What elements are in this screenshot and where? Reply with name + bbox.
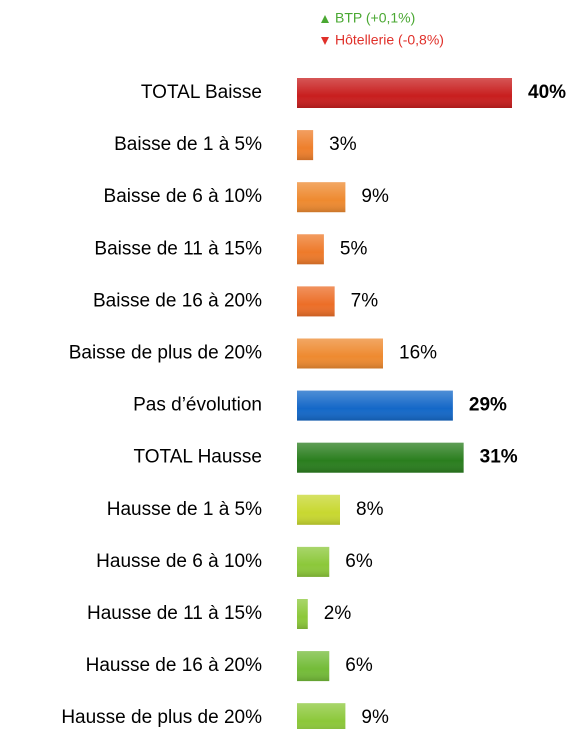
value-label: 16% bbox=[399, 343, 437, 364]
value-label: 2% bbox=[324, 603, 352, 624]
value-label: 6% bbox=[345, 655, 373, 676]
annotation-arrow bbox=[321, 15, 329, 23]
bar-sheen bbox=[297, 390, 453, 421]
category-label: TOTAL Baisse bbox=[141, 82, 262, 103]
category-label: Hausse de 11 à 15% bbox=[87, 603, 262, 624]
bar-sheen bbox=[297, 286, 335, 317]
value-label: 5% bbox=[340, 238, 368, 259]
bar-sheen bbox=[297, 546, 330, 577]
bar-sheen bbox=[297, 234, 324, 265]
value-label: 3% bbox=[329, 134, 357, 155]
category-label: Hausse de plus de 20% bbox=[61, 707, 262, 728]
value-label: 29% bbox=[469, 395, 507, 416]
value-label: 40% bbox=[528, 82, 566, 103]
bar-sheen bbox=[297, 651, 330, 682]
category-label: Hausse de 1 à 5% bbox=[107, 499, 262, 520]
value-label: 9% bbox=[361, 707, 389, 728]
bar-sheen bbox=[297, 599, 308, 629]
bar-sheen bbox=[297, 182, 346, 213]
value-label: 8% bbox=[356, 499, 384, 520]
bar-sheen bbox=[297, 338, 383, 369]
value-label: 7% bbox=[351, 290, 379, 311]
category-label: Baisse de 11 à 15% bbox=[94, 238, 262, 259]
value-label: 6% bbox=[345, 551, 373, 572]
category-label: Baisse de 6 à 10% bbox=[104, 186, 263, 207]
category-label: Baisse de 1 à 5% bbox=[114, 134, 262, 155]
value-label: 9% bbox=[361, 186, 389, 207]
value-label: 31% bbox=[480, 447, 518, 468]
annotation: Hôtellerie (-0,8%) bbox=[335, 32, 444, 48]
category-label: TOTAL Hausse bbox=[134, 447, 262, 468]
bar-sheen bbox=[297, 703, 346, 729]
bar-sheen bbox=[297, 494, 340, 525]
category-label: Baisse de 16 à 20% bbox=[93, 290, 262, 311]
category-label: Hausse de 6 à 10% bbox=[96, 551, 262, 572]
category-label: Hausse de 16 à 20% bbox=[86, 655, 263, 676]
bar-sheen bbox=[297, 130, 314, 161]
bar-sheen bbox=[297, 78, 512, 108]
bar-sheen bbox=[297, 442, 464, 473]
annotation: BTP (+0,1%) bbox=[335, 10, 415, 26]
category-label: Pas d’évolution bbox=[133, 395, 262, 416]
annotation-arrow bbox=[321, 37, 329, 45]
category-label: Baisse de plus de 20% bbox=[69, 343, 262, 364]
